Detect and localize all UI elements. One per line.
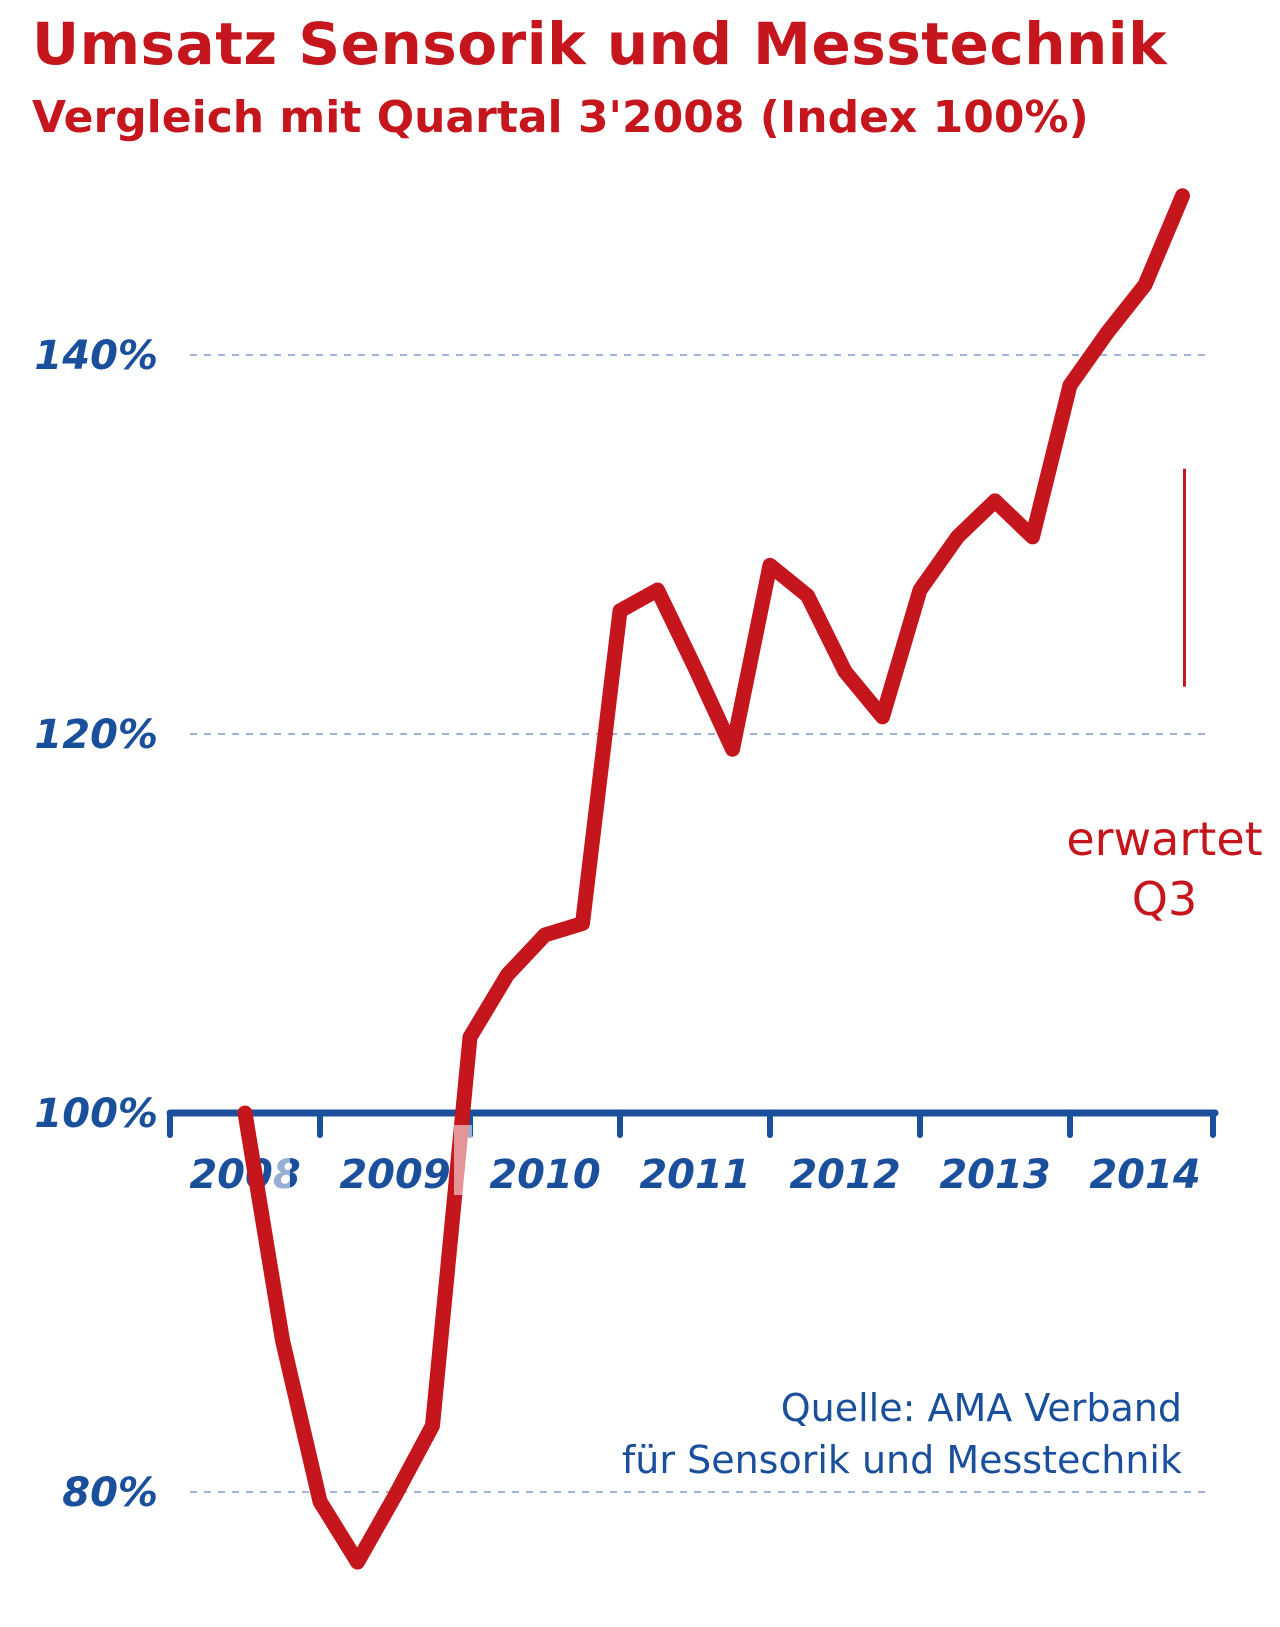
axis-label-gap xyxy=(454,1125,472,1195)
data-point xyxy=(281,1339,284,1342)
data-point xyxy=(356,1561,359,1564)
y-tick-label: 80% xyxy=(62,1470,158,1516)
annotation-label-erwartet: erwartet xyxy=(1066,812,1262,866)
data-point xyxy=(881,715,884,718)
x-tick-label: 2010 xyxy=(489,1152,600,1198)
y-axis-ticks: 80% 100% 120% 140% xyxy=(34,333,158,1516)
chart-title: Umsatz Sensorik und Messtechnik xyxy=(32,10,1168,78)
data-point xyxy=(319,1500,321,1503)
grid-lines xyxy=(190,354,1210,1493)
data-point xyxy=(619,609,621,612)
data-point xyxy=(506,973,509,976)
data-point xyxy=(1181,194,1184,197)
x-tick-label: 2012 xyxy=(789,1152,900,1198)
source-line-2: für Sensorik und Messtechnik xyxy=(621,1438,1182,1482)
data-point xyxy=(1144,283,1146,286)
expected-q3-annotation: erwartet Q3 xyxy=(1066,468,1263,926)
data-point xyxy=(544,933,546,936)
data-point xyxy=(806,594,809,597)
data-point xyxy=(956,535,959,538)
x-tick-label: 2013 xyxy=(939,1152,1050,1198)
y-tick-label: 140% xyxy=(34,333,158,379)
y-tick-label: 100% xyxy=(34,1091,158,1137)
x-tick-label: 2014 xyxy=(1089,1152,1200,1198)
x-axis-ticks: 2008 2009 2010 2011 2012 2013 2014 xyxy=(189,1152,1200,1198)
data-point xyxy=(469,1036,471,1039)
data-point xyxy=(431,1424,434,1427)
data-point xyxy=(919,588,921,591)
source-line-1: Quelle: AMA Verband xyxy=(780,1386,1182,1430)
data-point xyxy=(1031,535,1034,538)
data-point xyxy=(694,666,696,669)
data-point xyxy=(244,1112,246,1114)
x-tick-label: 2011 xyxy=(639,1152,750,1198)
source-note: Quelle: AMA Verband für Sensorik und Mes… xyxy=(622,1382,1182,1486)
series-line xyxy=(237,188,1190,1570)
x-tick-label: 2009 xyxy=(339,1152,450,1198)
data-point xyxy=(1106,331,1109,334)
y-tick-label: 120% xyxy=(34,712,158,758)
axis-label-gap xyxy=(272,1125,290,1195)
chart-subtitle: Vergleich mit Quartal 3'2008 (Index 100%… xyxy=(32,92,1089,143)
x-axis xyxy=(166,1109,1219,1138)
data-point xyxy=(844,670,846,673)
annotation-label-q3: Q3 xyxy=(1132,872,1197,926)
data-point xyxy=(994,499,996,502)
data-point xyxy=(394,1494,396,1497)
data-point xyxy=(656,588,659,591)
series-layer xyxy=(237,188,1190,1570)
data-point xyxy=(769,564,771,567)
data-point xyxy=(1069,384,1071,387)
data-point xyxy=(581,922,584,925)
data-point xyxy=(731,748,734,751)
